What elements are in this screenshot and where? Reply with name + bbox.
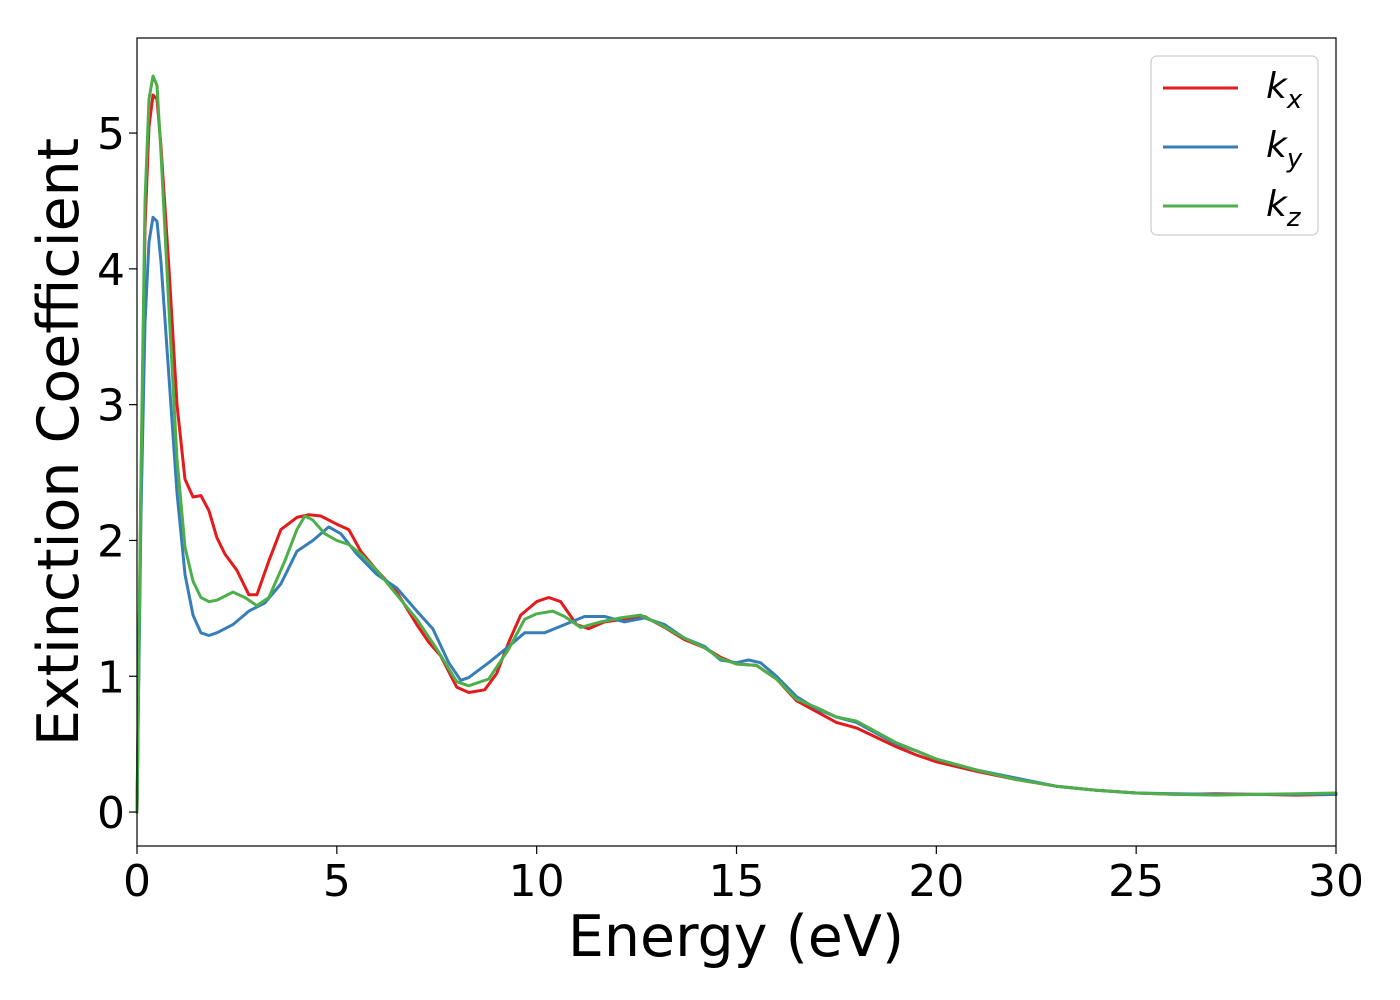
y-tick-label: 0 bbox=[97, 788, 125, 839]
x-tick-label: 15 bbox=[709, 856, 765, 907]
y-axis-ticks: 0 1 2 3 4 5 bbox=[97, 109, 137, 839]
y-tick-label: 2 bbox=[97, 516, 125, 567]
y-tick-label: 4 bbox=[97, 245, 125, 296]
x-tick-label: 20 bbox=[908, 856, 964, 907]
x-tick-label: 25 bbox=[1108, 856, 1164, 907]
legend-label-x: kx bbox=[1266, 66, 1303, 115]
y-tick-label: 5 bbox=[97, 109, 125, 160]
legend-label-y: ky bbox=[1266, 125, 1303, 174]
y-tick-label: 1 bbox=[97, 652, 125, 703]
x-tick-label: 10 bbox=[509, 856, 565, 907]
x-axis-label: Energy (eV) bbox=[568, 904, 904, 970]
series-line-z bbox=[135, 74, 1338, 814]
legend: kx ky kz bbox=[1150, 55, 1319, 236]
x-tick-label: 0 bbox=[123, 856, 151, 907]
series-layer bbox=[135, 74, 1338, 814]
y-tick-label: 3 bbox=[97, 381, 125, 432]
y-axis-label: Extinction Coefficient bbox=[26, 138, 92, 746]
x-tick-label: 30 bbox=[1308, 856, 1364, 907]
x-tick-label: 5 bbox=[323, 856, 351, 907]
legend-label-z: kz bbox=[1266, 184, 1302, 233]
x-axis-ticks: 0 5 10 15 20 25 30 bbox=[123, 846, 1364, 907]
